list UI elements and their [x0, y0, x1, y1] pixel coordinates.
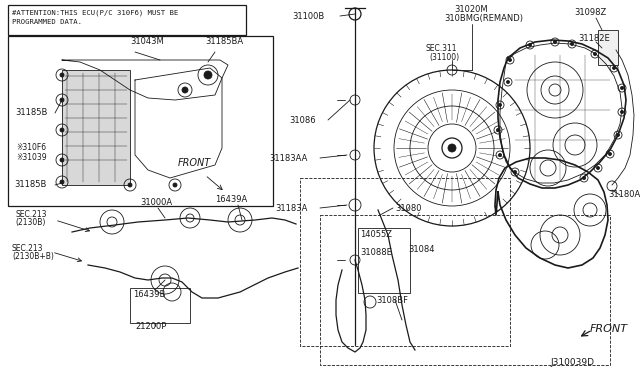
Circle shape — [499, 154, 502, 157]
Text: 31183AA: 31183AA — [269, 154, 308, 163]
Text: FRONT: FRONT — [590, 324, 628, 334]
Text: (2130B+B): (2130B+B) — [12, 252, 54, 261]
Text: PROGRAMMED DATA.: PROGRAMMED DATA. — [12, 19, 82, 25]
Text: 31183A: 31183A — [276, 204, 308, 213]
Circle shape — [60, 158, 64, 162]
Circle shape — [513, 170, 516, 173]
Text: SEC.213: SEC.213 — [15, 210, 47, 219]
Text: J310039D: J310039D — [550, 358, 594, 367]
Text: FRONT: FRONT — [178, 158, 211, 168]
Circle shape — [596, 167, 600, 170]
Bar — [130, 288, 190, 323]
Circle shape — [506, 80, 509, 83]
Text: (31100): (31100) — [429, 53, 459, 62]
Circle shape — [128, 183, 132, 187]
Circle shape — [616, 134, 620, 137]
Text: 31000A: 31000A — [140, 198, 172, 207]
Circle shape — [60, 98, 64, 102]
Circle shape — [529, 44, 531, 46]
Text: 31080: 31080 — [395, 204, 422, 213]
Circle shape — [173, 183, 177, 187]
Text: 31185BA: 31185BA — [205, 37, 243, 46]
Circle shape — [182, 87, 188, 93]
Text: #ATTENTION:THIS ECU(P/C 310F6) MUST BE: #ATTENTION:THIS ECU(P/C 310F6) MUST BE — [12, 9, 179, 16]
Text: (2130B): (2130B) — [15, 218, 45, 227]
Text: ※310F6: ※310F6 — [16, 143, 46, 152]
Text: 3108BF: 3108BF — [376, 296, 408, 305]
Text: SEC.311: SEC.311 — [426, 44, 458, 53]
Bar — [8, 36, 273, 206]
Text: 31182E: 31182E — [578, 34, 610, 43]
Circle shape — [582, 176, 586, 180]
Circle shape — [60, 128, 64, 132]
Bar — [320, 215, 610, 365]
Circle shape — [448, 144, 456, 152]
Circle shape — [621, 87, 623, 90]
Bar — [8, 5, 246, 35]
Circle shape — [612, 67, 616, 70]
Text: 31100B: 31100B — [292, 12, 325, 21]
Text: 21200P: 21200P — [135, 322, 166, 331]
Bar — [300, 178, 510, 346]
Text: 31185B: 31185B — [14, 180, 46, 189]
Text: 31020M: 31020M — [454, 5, 488, 14]
Circle shape — [570, 42, 573, 45]
Circle shape — [499, 103, 502, 106]
Text: 31180A: 31180A — [608, 190, 640, 199]
Text: 31098Z: 31098Z — [574, 8, 606, 17]
Text: 31084: 31084 — [408, 245, 435, 254]
Text: 16439A: 16439A — [215, 195, 247, 204]
Text: 31086: 31086 — [289, 116, 316, 125]
Circle shape — [60, 73, 64, 77]
Bar — [62, 70, 130, 185]
Circle shape — [554, 41, 557, 44]
Circle shape — [621, 110, 623, 113]
Text: 31043M: 31043M — [130, 37, 164, 46]
Circle shape — [60, 180, 64, 184]
Circle shape — [609, 153, 611, 155]
Circle shape — [509, 58, 511, 61]
Circle shape — [497, 128, 499, 131]
Circle shape — [204, 71, 212, 79]
Text: 14055Z: 14055Z — [360, 230, 392, 239]
Circle shape — [593, 52, 596, 55]
Text: SEC.213: SEC.213 — [12, 244, 44, 253]
Bar — [598, 30, 618, 65]
Bar — [358, 228, 410, 293]
Text: 16439B: 16439B — [133, 290, 165, 299]
Text: ※31039: ※31039 — [16, 153, 47, 162]
Text: 310BMG(REMAND): 310BMG(REMAND) — [444, 14, 523, 23]
Text: 31088E: 31088E — [360, 248, 392, 257]
Text: 31185B: 31185B — [15, 108, 47, 117]
